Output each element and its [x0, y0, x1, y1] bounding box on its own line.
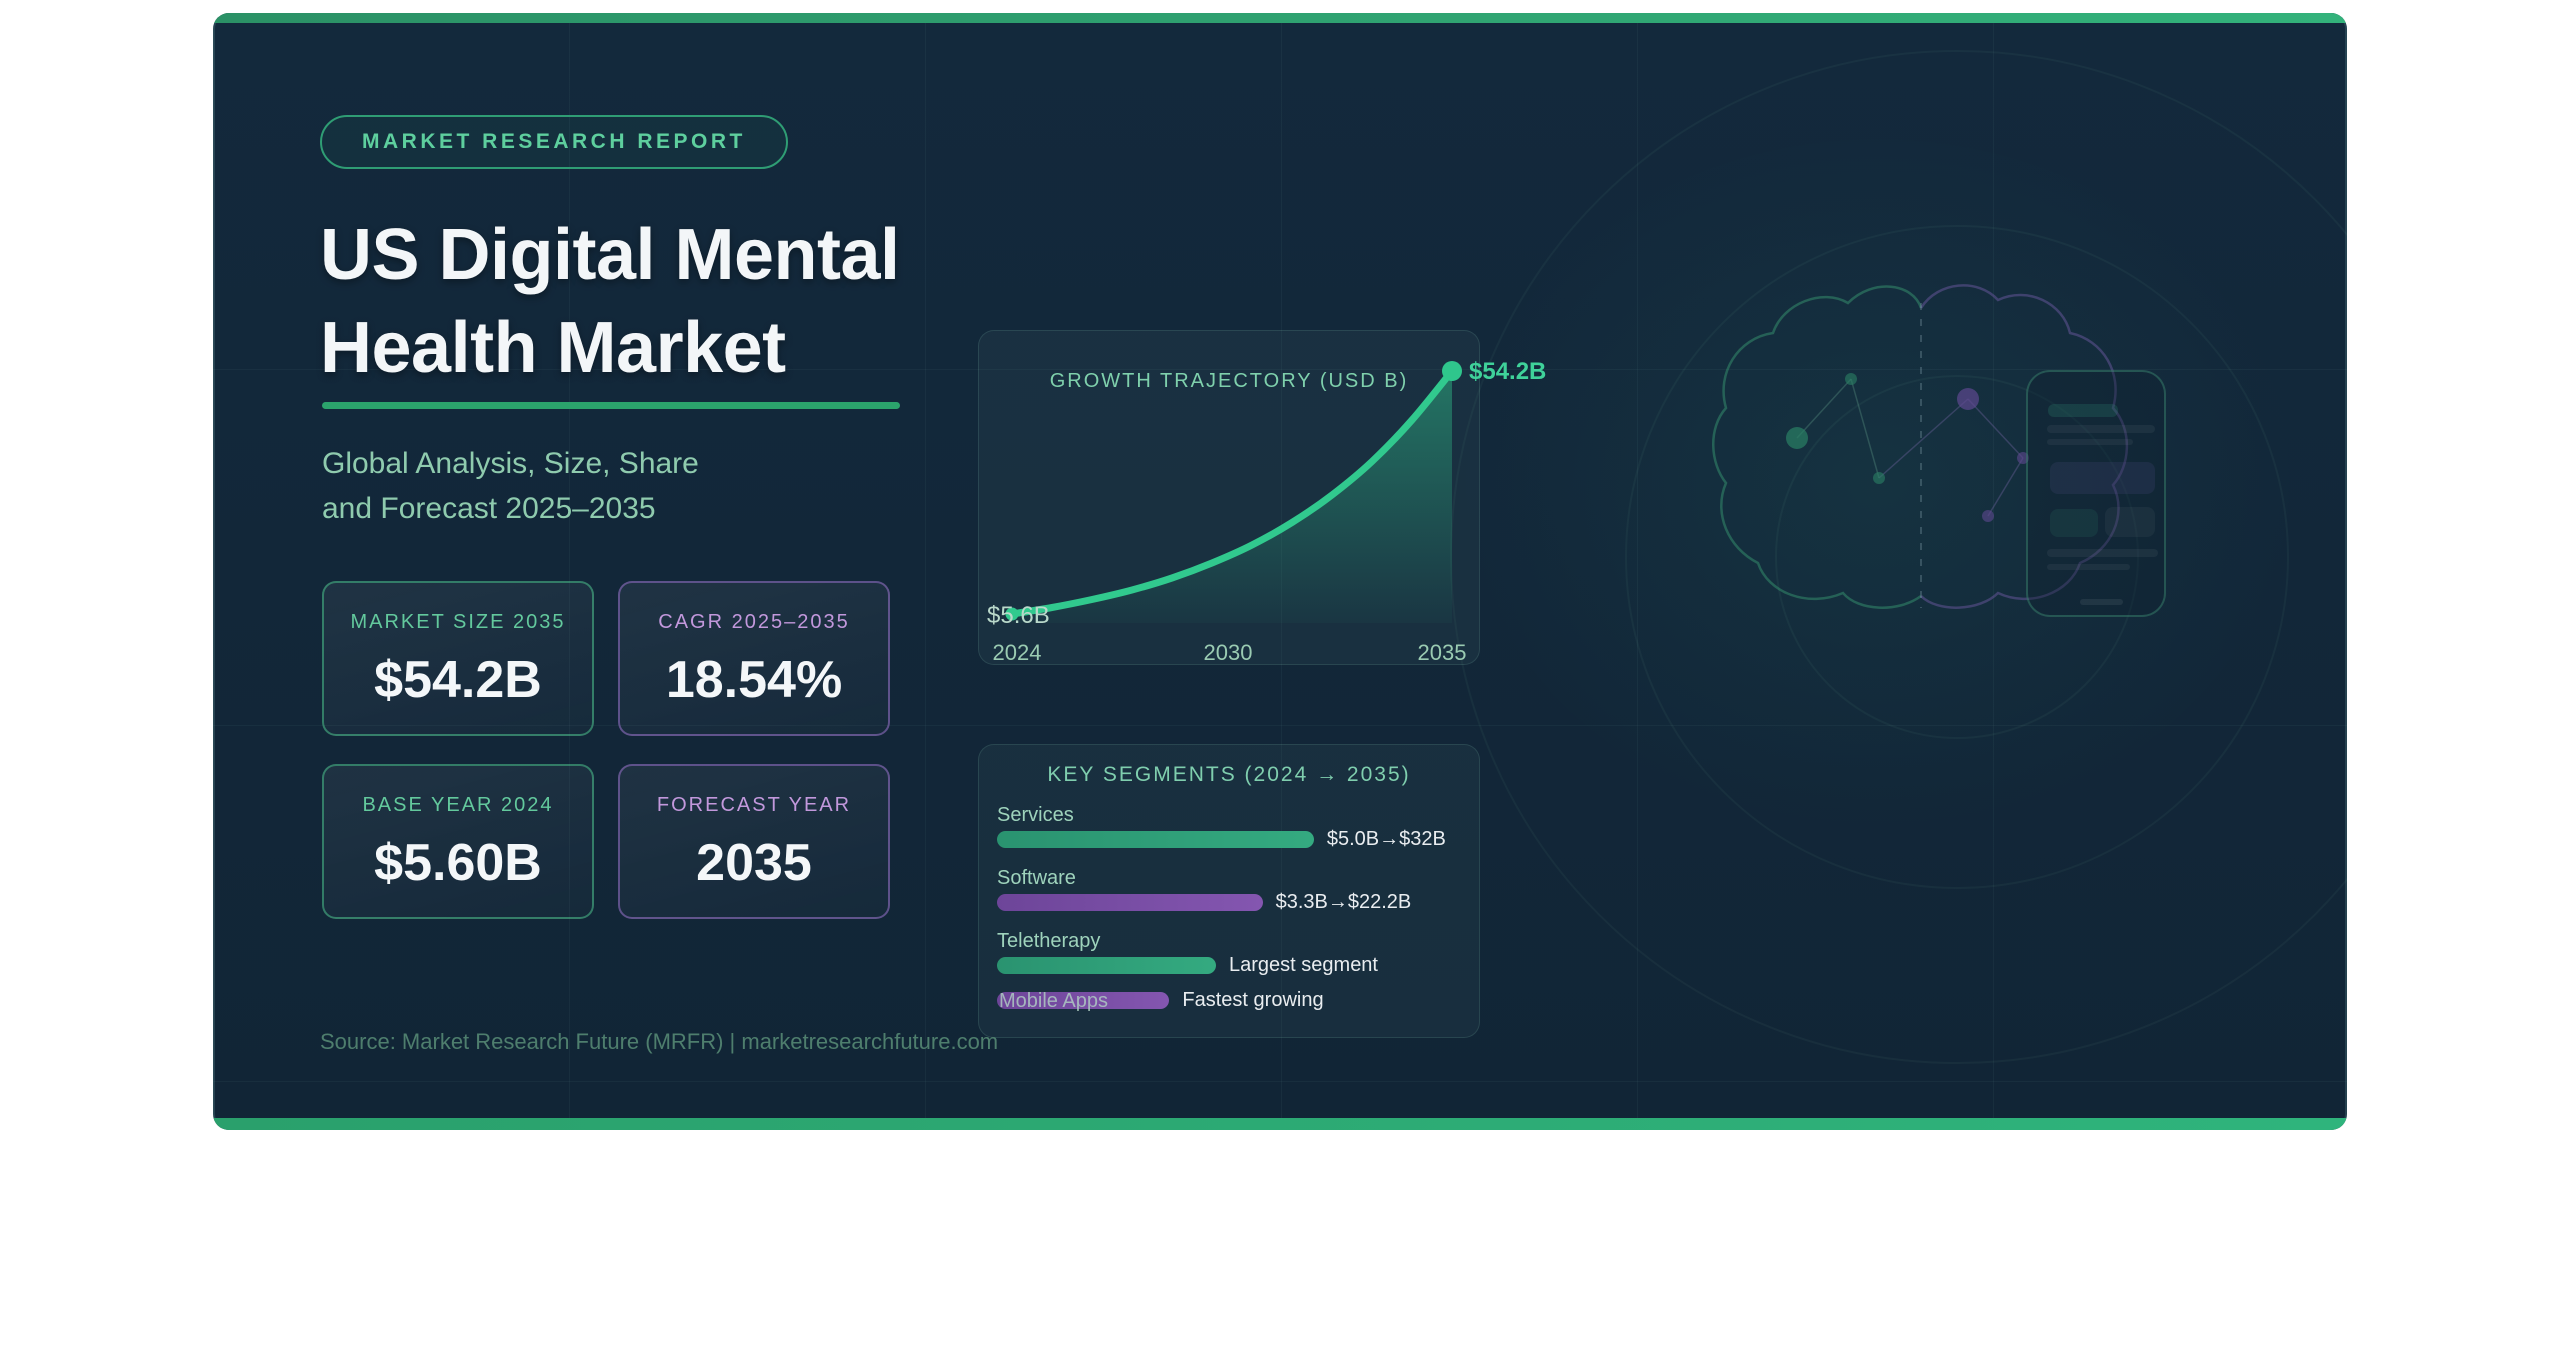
x-tick-2030: 2030 — [1204, 640, 1253, 665]
phone-text-line — [2047, 549, 2158, 557]
segment-value: Largest segment — [1229, 954, 1378, 976]
stat-card-market-size: MARKET SIZE 2035 $54.2B — [322, 581, 594, 736]
start-value-label: $5.6B — [987, 602, 1050, 629]
growth-area — [1012, 371, 1452, 623]
phone-tile-left — [2050, 509, 2098, 537]
decor-circle-inner — [1775, 375, 2139, 739]
page-subtitle-line2: and Forecast 2025–2035 — [322, 492, 656, 525]
growth-chart: GROWTH TRAJECTORY (USD B) $5.6B $54.2B 2… — [987, 358, 1546, 665]
report-badge-label: MARKET RESEARCH REPORT — [362, 130, 746, 153]
page-subtitle: Global Analysis, Size, Share and Forecas… — [322, 441, 699, 531]
key-segments-title: KEY SEGMENTS (2024 → 2035) — [1047, 763, 1411, 786]
stat-label: FORECAST YEAR — [656, 794, 852, 816]
title-underline — [322, 402, 900, 409]
phone-tile-right — [2105, 507, 2155, 537]
bottom-accent-strip — [213, 1118, 2347, 1130]
phone-text-line — [2047, 564, 2130, 570]
segment-bar — [997, 957, 1217, 974]
start-point-dot — [1005, 607, 1019, 621]
stat-label: BASE YEAR 2024 — [362, 794, 554, 816]
stat-label: MARKET SIZE 2035 — [350, 611, 566, 633]
segment-value: $5.0B→$32B — [1326, 828, 1446, 850]
stat-card-forecast-year: FORECAST YEAR 2035 — [618, 764, 890, 919]
growth-chart-title: GROWTH TRAJECTORY (USD B) — [1050, 370, 1409, 392]
end-value-label: $54.2B — [1469, 358, 1546, 385]
stat-value: $54.2B — [374, 651, 542, 709]
x-tick-2035: 2035 — [1418, 640, 1467, 665]
segment-label: Teletherapy — [997, 930, 1101, 952]
segment-label: Services — [997, 804, 1074, 826]
page-subtitle-line1: Global Analysis, Size, Share — [322, 447, 699, 480]
segment-bar — [997, 992, 1170, 1009]
segment-rows: Services $5.0B→$32B Software $3.3B→$22.2B Te… — [997, 803, 1463, 1027]
segment-bar — [997, 894, 1263, 911]
source-note: Source: Market Research Future (MRFR) | … — [320, 1029, 999, 1054]
segment-label: Mobile Apps — [999, 990, 1108, 1012]
segment-row: Mobile Apps Fastest growing — [997, 989, 1463, 1012]
top-accent-strip — [213, 13, 2347, 23]
stat-cards: MARKET SIZE 2035 $54.2B CAGR 2025–2035 1… — [322, 581, 890, 919]
brain-illustration — [1708, 278, 2148, 628]
x-tick-2024: 2024 — [993, 640, 1042, 665]
phone-hero-block — [2050, 462, 2155, 494]
key-segments-panel: KEY SEGMENTS (2024 → 2035) Services $5.0B… — [978, 744, 1480, 1038]
phone-text-line — [2047, 425, 2155, 433]
growth-line — [1008, 367, 1456, 618]
decor-circle-middle — [1625, 225, 2289, 889]
stat-value: 18.54% — [665, 651, 843, 709]
segment-value: $3.3B→$22.2B — [1275, 891, 1412, 913]
growth-chart-panel: GROWTH TRAJECTORY (USD B) $5.6B $54.2B 2… — [978, 330, 1546, 665]
brain-icon — [1712, 284, 2129, 609]
segment-row: Services $5.0B→$32B — [997, 803, 1463, 850]
report-card: MARKET RESEARCH REPORT US Digital Mental… — [213, 13, 2347, 1130]
segment-row: Software $3.3B→$22.2B — [997, 866, 1463, 913]
phone-mockup — [2026, 370, 2166, 617]
phone-home-bar — [2080, 599, 2123, 605]
stat-card-base-year: BASE YEAR 2024 $5.60B — [322, 764, 594, 919]
end-point-dot — [1442, 361, 1462, 381]
stat-value: $5.60B — [374, 834, 542, 892]
phone-header-bar — [2048, 404, 2118, 417]
segment-row: Teletherapy Largest segment — [997, 929, 1463, 976]
page-title: US Digital Mental Health Market — [320, 209, 900, 395]
page-title-line2: Health Market — [320, 308, 786, 388]
stat-card-cagr: CAGR 2025–2035 18.54% — [618, 581, 890, 736]
phone-text-line — [2047, 439, 2133, 445]
page-title-line1: US Digital Mental — [320, 215, 900, 295]
segment-value: Fastest growing — [1182, 989, 1324, 1011]
segment-label: Software — [997, 867, 1076, 889]
segment-bar — [997, 831, 1314, 848]
stat-label: CAGR 2025–2035 — [658, 611, 850, 633]
stat-value: 2035 — [696, 834, 812, 892]
report-badge: MARKET RESEARCH REPORT — [320, 115, 788, 169]
